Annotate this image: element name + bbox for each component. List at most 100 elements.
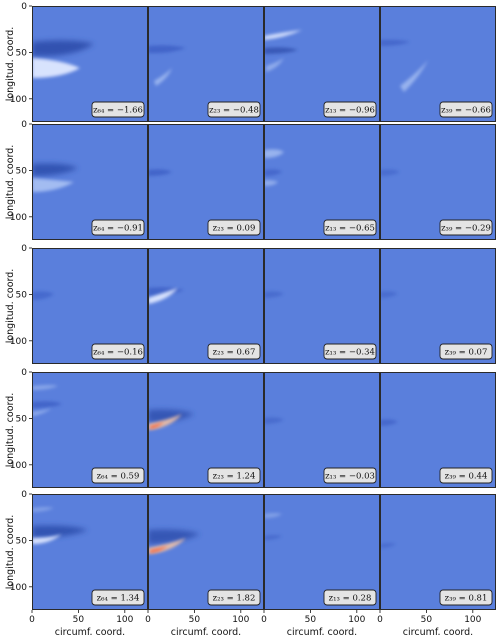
heatmap-features (32, 291, 54, 300)
z-label-text: z₃₉ = 0.81 (445, 594, 488, 604)
field-feature (32, 507, 54, 512)
field-feature (380, 39, 410, 46)
z-label-box (91, 589, 145, 606)
z-value-label: z₃₉ = −0.66 (439, 101, 493, 118)
heatmap-features (148, 409, 194, 430)
z-value-label: z₂₃ = −0.48 (207, 101, 261, 118)
x-axis-label: circumf. coord. (55, 627, 125, 638)
panel-r3-c2: z₂₃ = 0.67 (148, 248, 264, 364)
field-feature (148, 529, 200, 544)
heatmap-features (32, 40, 94, 78)
z-value-label: z₆₄ = −0.91 (91, 219, 145, 236)
z-value-label: z₆₄ = −0.16 (91, 343, 145, 360)
field-feature (380, 419, 398, 426)
field-feature (32, 408, 52, 416)
z-value-label: z₁₃ = −0.65 (323, 219, 377, 236)
panel-frame (380, 494, 496, 610)
field-feature (264, 417, 284, 424)
z-label-box (91, 219, 145, 236)
z-value-label: z₁₃ = −0.34 (323, 343, 377, 360)
panel-r2-c4: z₃₉ = −0.29 (380, 124, 496, 240)
x-tick-label: 0 (29, 615, 35, 625)
z-label-text: z₆₄ = −0.91 (93, 224, 143, 234)
heatmap-features (148, 45, 186, 86)
z-label-text: z₁₃ = −0.34 (325, 348, 375, 358)
field-feature (380, 543, 396, 548)
panel-r1-c2: z₂₃ = −0.48 (148, 6, 264, 122)
z-value-label: z₂₃ = 1.24 (207, 467, 261, 484)
panel-r4-c3: z₁₃ = −0.03 (264, 372, 380, 488)
y-axis-label: longitud. coord. (5, 269, 16, 344)
field-feature (380, 291, 398, 298)
z-label-text: z₂₃ = 1.82 (213, 594, 256, 604)
z-label-text: z₂₃ = 0.67 (213, 348, 256, 358)
z-value-label: z₃₉ = −0.29 (439, 219, 493, 236)
z-label-box (207, 219, 261, 236)
z-value-label: z₃₉ = 0.07 (439, 343, 493, 360)
z-value-label: z₆₄ = 1.34 (91, 589, 145, 606)
z-value-label: z₃₉ = 0.44 (439, 467, 493, 484)
z-value-label: z₁₃ = −0.03 (323, 467, 377, 484)
heatmap-features (148, 287, 184, 304)
x-tick-label: 100 (116, 615, 133, 625)
z-label-box (207, 589, 261, 606)
panel-frame (380, 248, 496, 364)
field-feature (264, 149, 284, 158)
field-feature (32, 534, 62, 544)
panel-r5-c3: z₁₃ = 0.28 0 50 100 circumf. coord. (261, 494, 380, 638)
panel-r3-c4: z₃₉ = 0.07 (380, 248, 496, 364)
panel-frame (148, 372, 264, 488)
heatmap-features (264, 291, 284, 298)
y-axis-label: longitud. coord. (5, 515, 16, 590)
heatmap-features (380, 543, 396, 548)
z-value-label: z₁₃ = 0.28 (323, 589, 377, 606)
z-label-box (323, 343, 377, 360)
heatmap-features (380, 419, 398, 426)
z-label-box (439, 467, 493, 484)
field-feature (264, 30, 302, 40)
heatmap-features (32, 385, 62, 416)
panel-frame (264, 372, 380, 488)
panel-frame (32, 372, 148, 488)
z-label-text: z₂₃ = −0.48 (209, 106, 259, 116)
panel-frame (32, 494, 148, 610)
y-tick-label: 0 (21, 244, 27, 254)
z-label-text: z₆₄ = −1.66 (93, 106, 143, 116)
y-tick-label: 0 (21, 490, 27, 500)
heatmap-features (32, 163, 78, 192)
panel-frame (264, 6, 380, 122)
field-feature (148, 169, 172, 176)
panel-frame (32, 124, 148, 240)
field-feature (32, 525, 88, 538)
y-tick-label: 50 (16, 536, 28, 546)
z-value-label: z₆₄ = 0.59 (91, 467, 145, 484)
panel-r4-c4: z₃₉ = 0.44 (380, 372, 496, 488)
panel-frame (264, 124, 380, 240)
panel-frame (380, 372, 496, 488)
panel-frame (264, 248, 380, 364)
x-tick-label: 0 (145, 615, 151, 625)
y-tick-label: 100 (10, 95, 27, 105)
y-tick-label: 50 (16, 166, 28, 176)
z-value-label: z₃₉ = 0.81 (439, 589, 493, 606)
y-tick-label: 100 (10, 461, 27, 471)
z-label-text: z₆₄ = −0.16 (93, 348, 143, 358)
z-label-box (91, 101, 145, 118)
field-feature (148, 409, 194, 423)
heatmap-features (380, 169, 400, 176)
z-label-box (439, 343, 493, 360)
field-feature (32, 401, 62, 408)
heatmap-features (148, 529, 200, 554)
field-feature (150, 546, 168, 553)
z-value-label: z₂₃ = 1.82 (207, 589, 261, 606)
x-tick-label: 50 (73, 615, 85, 625)
panel-r1-c4: z₃₉ = −0.66 (380, 6, 496, 122)
field-feature (264, 513, 282, 518)
y-tick-label: 0 (21, 120, 27, 130)
z-label-box (207, 343, 261, 360)
panel-r2-c3: z₁₃ = −0.65 (264, 124, 380, 240)
heatmap-features (32, 507, 88, 544)
